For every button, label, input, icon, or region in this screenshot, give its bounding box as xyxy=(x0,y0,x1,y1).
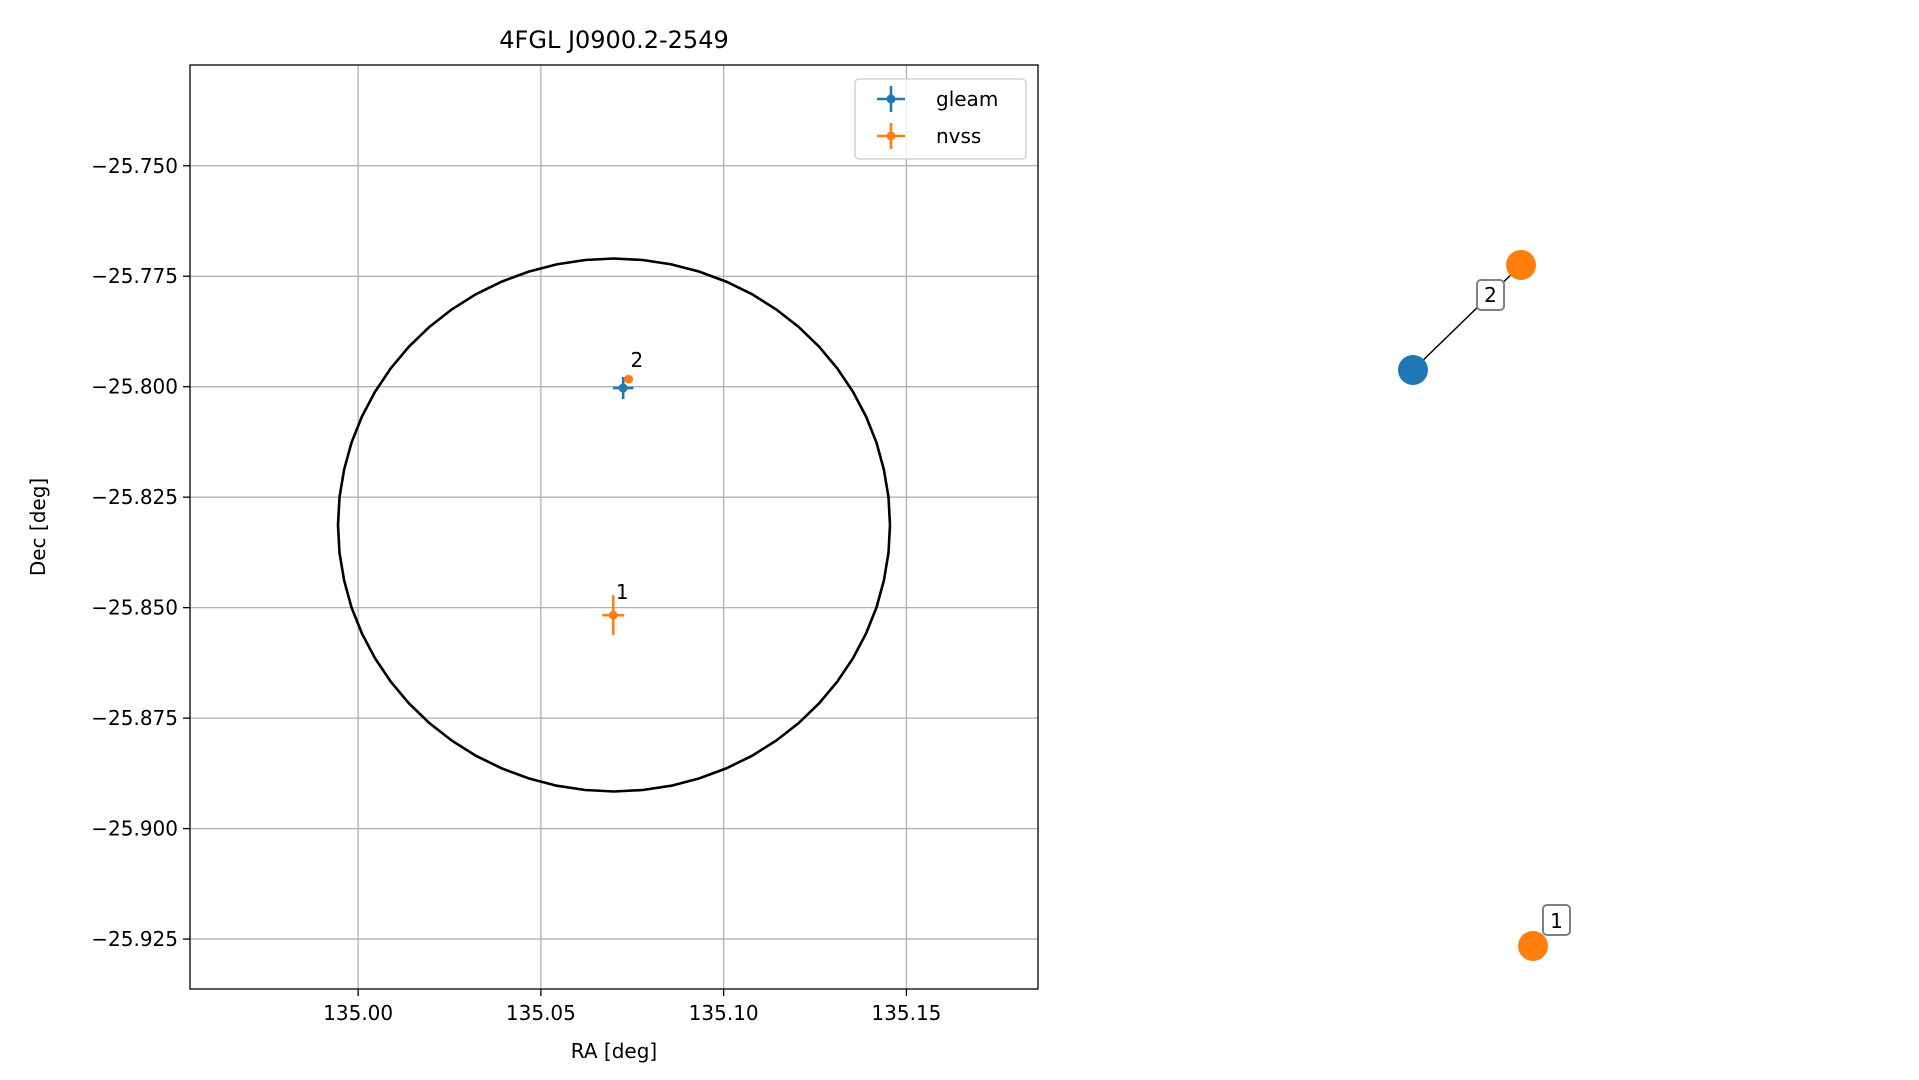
y-axis-label: Dec [deg] xyxy=(26,478,50,576)
legend-marker-gleam-dot xyxy=(886,94,896,104)
x-tick-label: 135.10 xyxy=(689,1001,759,1025)
graph-edge xyxy=(1412,264,1522,371)
chart-title: 4FGL J0900.2-2549 xyxy=(499,26,728,54)
x-tick-label: 135.15 xyxy=(871,1001,941,1025)
scatter-plot: 135.00 135.05 135.10 135.15 −25.750 −25.775 −2… xyxy=(26,26,1039,1063)
edge-label-box xyxy=(1476,279,1505,311)
legend-label-gleam: gleam xyxy=(936,87,998,111)
y-tick-label: −25.750 xyxy=(91,154,178,178)
nvss-point xyxy=(624,374,634,384)
y-tick-label: −25.825 xyxy=(91,485,178,509)
y-tick-label: −25.850 xyxy=(91,596,178,620)
x-tick-label: 135.00 xyxy=(323,1001,393,1025)
y-tick-label: −25.900 xyxy=(91,817,178,841)
graph-node-nvss xyxy=(1518,931,1548,961)
node-label: 1 xyxy=(1550,909,1563,933)
graph-node-gleam xyxy=(1398,355,1428,385)
nvss-point xyxy=(608,610,618,620)
node-label-box xyxy=(1542,904,1571,936)
error-ellipse xyxy=(336,257,892,793)
y-tick-label: −25.800 xyxy=(91,375,178,399)
point-annotation: 1 xyxy=(616,580,629,604)
graph-node-nvss xyxy=(1506,250,1536,280)
data-points xyxy=(602,374,634,636)
edge-label: 2 xyxy=(1484,283,1497,307)
x-axis-label: RA [deg] xyxy=(571,1039,657,1063)
legend-marker-nvss-dot xyxy=(886,131,896,141)
legend: gleam nvss xyxy=(854,78,1027,160)
y-tick-label: −25.775 xyxy=(91,264,178,288)
legend-label-nvss: nvss xyxy=(936,124,981,148)
association-graph: 2 1 xyxy=(1398,250,1571,961)
y-tick-label: −25.875 xyxy=(91,706,178,730)
point-annotations: 21 xyxy=(616,348,643,604)
y-tick-label: −25.925 xyxy=(91,927,178,951)
plot-border xyxy=(189,64,1039,990)
axis-ticks: 135.00 135.05 135.10 135.15 −25.750 −25.775 −2… xyxy=(91,154,941,1025)
plot-area xyxy=(190,65,1038,989)
gleam-point xyxy=(618,383,628,393)
x-tick-label: 135.05 xyxy=(506,1001,576,1025)
point-annotation: 2 xyxy=(630,348,643,372)
